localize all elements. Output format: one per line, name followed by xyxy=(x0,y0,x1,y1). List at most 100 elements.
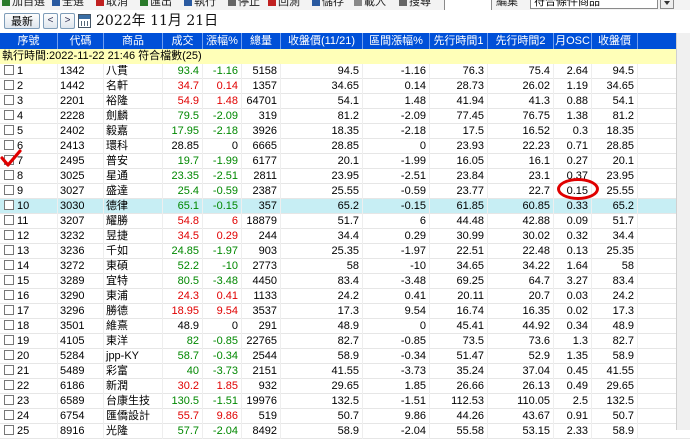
edit-button[interactable]: 編集 xyxy=(496,0,518,8)
col-close-cell: 58.9 xyxy=(592,424,638,439)
col-code-cell: 3030 xyxy=(58,199,104,214)
table-row[interactable]: 11 3207 耀勝 54.8 6 18879 51.7 6 44.48 42.88 0.09 51.… xyxy=(0,214,690,229)
table-row[interactable]: 22 6186 新潤 30.2 1.85 932 29.65 1.85 26.66 26.13 0.… xyxy=(0,379,690,394)
table-row[interactable]: 20 5284 jpp-KY 58.7 -0.34 2544 58.9 -0.34 51.47 5… xyxy=(0,349,690,364)
table-row[interactable]: 13 3236 千如 24.85 -1.97 903 25.35 -1.97 22.51 22.4… xyxy=(0,244,690,259)
table-row[interactable]: 3 2201 裕隆 54.9 1.48 64701 54.1 1.48 41.94 41.3 0.8… xyxy=(0,94,690,109)
table-row[interactable]: 9 3027 盛達 25.4 -0.59 2387 25.55 -0.59 23.77 22.7 0… xyxy=(0,184,690,199)
header-col-lead-time-1[interactable]: 先行時間1 xyxy=(430,33,488,49)
table-row[interactable]: 1 1342 八貫 93.4 -1.16 5158 94.5 -1.16 76.3 75.4 2.6… xyxy=(0,64,690,79)
row-checkbox[interactable] xyxy=(4,260,14,271)
col-range-change-cell: -0.85 xyxy=(363,334,430,349)
header-col-lead-time-2[interactable]: 先行時間2 xyxy=(488,33,554,49)
table-row[interactable]: 8 3025 星通 23.35 -2.51 2811 23.95 -2.51 23.84 23.1… xyxy=(0,169,690,184)
row-checkbox[interactable] xyxy=(4,230,14,241)
toolbar-button-1[interactable]: 全選 xyxy=(52,0,84,8)
col-close-cell: 41.55 xyxy=(592,364,638,379)
row-checkbox[interactable] xyxy=(4,395,14,406)
row-checkbox[interactable] xyxy=(4,290,14,301)
toolbar-button-4[interactable]: 執行 xyxy=(184,0,216,8)
table-row[interactable]: 7 2495 普安 19.7 -1.99 6177 20.1 -1.99 16.05 16.1 0.… xyxy=(0,154,690,169)
prev-date-button[interactable]: < xyxy=(43,13,58,29)
table-row[interactable]: 25 8916 光隆 57.7 -2.04 8492 58.9 -2.04 55.58 53.15… xyxy=(0,424,690,439)
grid-header: 序號 代碼 商品 成交 漲幅% 總量 收盤價(11/21) 區間漲幅% 先行時間1 先行時間2 月O… xyxy=(0,33,690,49)
header-col-volume[interactable]: 總量 xyxy=(242,33,281,49)
col-lead-time-1-cell: 112.53 xyxy=(430,394,488,409)
row-checkbox[interactable] xyxy=(4,320,14,331)
row-checkbox[interactable] xyxy=(4,305,14,316)
col-price-cell: 30.2 xyxy=(163,379,203,394)
row-checkbox[interactable] xyxy=(4,425,14,436)
toolbar-button-3[interactable]: 匯出 xyxy=(140,0,172,8)
condition-select[interactable]: 符合條件商品 xyxy=(530,0,658,9)
table-row[interactable]: 15 3289 宜特 80.5 -3.48 4450 83.4 -3.48 69.25 64.7 3… xyxy=(0,274,690,289)
row-number: 10 xyxy=(17,200,30,212)
table-row[interactable]: 5 2402 毅嘉 17.95 -2.18 3926 18.35 -2.18 17.5 16.52… xyxy=(0,124,690,139)
row-checkbox[interactable] xyxy=(4,95,14,106)
table-row[interactable]: 2 1442 名軒 34.7 0.14 1357 34.65 0.14 28.73 26.02 1.… xyxy=(0,79,690,94)
col-code-cell: 6589 xyxy=(58,394,104,409)
row-checkbox[interactable] xyxy=(4,350,14,361)
toolbar-button-label: 加自選 xyxy=(12,0,45,8)
row-checkbox[interactable] xyxy=(4,140,14,151)
header-col-price[interactable]: 成交 xyxy=(163,33,203,49)
col-volume-cell: 3926 xyxy=(242,124,281,139)
row-checkbox[interactable] xyxy=(4,110,14,121)
row-checkbox[interactable] xyxy=(4,185,14,196)
row-checkbox[interactable] xyxy=(4,335,14,346)
header-col-code[interactable]: 代碼 xyxy=(58,33,104,49)
table-row[interactable]: 4 2228 劍麟 79.5 -2.09 319 81.2 -2.09 77.45 76.75 1.… xyxy=(0,109,690,124)
row-checkbox[interactable] xyxy=(4,245,14,256)
row-checkbox[interactable] xyxy=(4,200,14,211)
next-date-button[interactable]: > xyxy=(60,13,75,29)
row-checkbox[interactable] xyxy=(4,410,14,421)
table-row[interactable]: 10 3030 德律 65.1 -0.15 357 65.2 -0.15 61.85 60.85 0… xyxy=(0,199,690,214)
header-col-range-change[interactable]: 區間漲幅% xyxy=(363,33,430,49)
col-close-date-cell: 24.2 xyxy=(281,289,363,304)
table-row[interactable]: 24 6754 匯僑設計 55.7 9.86 519 50.7 9.86 44.26 43.67 0… xyxy=(0,409,690,424)
table-row[interactable]: 18 3501 維熹 48.9 0 291 48.9 0 45.41 44.92 0.34 48.9 xyxy=(0,319,690,334)
row-checkbox[interactable] xyxy=(4,380,14,391)
table-row[interactable]: 14 3272 東碩 52.2 -10 2773 58 -10 34.65 34.22 1.64 58 xyxy=(0,259,690,274)
calendar-icon[interactable] xyxy=(78,14,91,28)
latest-button[interactable]: 最新 xyxy=(4,13,40,29)
header-col-close[interactable]: 收盤價 xyxy=(592,33,638,49)
toolbar-button-0[interactable]: 加自選 xyxy=(2,0,45,8)
search-combo[interactable] xyxy=(444,0,492,10)
vertical-scrollbar[interactable] xyxy=(676,33,690,430)
row-checkbox[interactable] xyxy=(4,275,14,286)
export-icon xyxy=(140,0,148,7)
col-price-cell: 130.5 xyxy=(163,394,203,409)
row-checkbox[interactable] xyxy=(4,65,14,76)
toolbar-button-7[interactable]: 儲存 xyxy=(312,0,344,8)
table-row[interactable]: 16 3290 東浦 24.3 0.41 1133 24.2 0.41 20.11 20.7 0.0… xyxy=(0,289,690,304)
row-checkbox[interactable] xyxy=(4,80,14,91)
table-row[interactable]: 12 3232 昱捷 34.5 0.29 244 34.4 0.29 30.99 30.02 0.3… xyxy=(0,229,690,244)
header-col-name[interactable]: 商品 xyxy=(104,33,163,49)
date-display[interactable]: 2022年 11月 21日 xyxy=(96,13,219,29)
col-volume-cell: 1357 xyxy=(242,79,281,94)
row-checkbox[interactable] xyxy=(4,125,14,136)
col-lead-time-1-cell: 73.5 xyxy=(430,334,488,349)
row-checkbox[interactable] xyxy=(4,215,14,226)
header-col-close-date[interactable]: 收盤價(11/21) xyxy=(281,33,363,49)
table-row[interactable]: 21 5489 彩富 40 -3.73 2151 41.55 -3.73 35.24 37.04 0… xyxy=(0,364,690,379)
col-volume-cell: 932 xyxy=(242,379,281,394)
chevron-down-icon[interactable] xyxy=(660,0,674,9)
toolbar-button-9[interactable]: 搜尋 xyxy=(399,0,431,8)
table-row[interactable]: 6 2413 環科 28.85 0 6665 28.85 0 23.93 22.23 0.71 28.… xyxy=(0,139,690,154)
col-price-cell: 40 xyxy=(163,364,203,379)
toolbar-button-6[interactable]: 回測 xyxy=(268,0,300,8)
table-row[interactable]: 23 6589 台康生技 130.5 -1.51 19976 132.5 -1.51 112.5… xyxy=(0,394,690,409)
table-row[interactable]: 17 3296 勝德 18.95 9.54 3537 17.3 9.54 16.74 16.35 0… xyxy=(0,304,690,319)
row-checkbox[interactable] xyxy=(4,170,14,181)
toolbar-button-8[interactable]: 載入 xyxy=(354,0,386,8)
table-row[interactable]: 19 4105 東洋 82 -0.85 22765 82.7 -0.85 73.5 73.6 1.3… xyxy=(0,334,690,349)
row-checkbox[interactable] xyxy=(4,365,14,376)
col-change-cell: -1.99 xyxy=(203,154,242,169)
header-col-no[interactable]: 序號 xyxy=(0,33,58,49)
toolbar-button-5[interactable]: 停止 xyxy=(228,0,260,8)
header-col-change[interactable]: 漲幅% xyxy=(203,33,242,49)
toolbar-button-2[interactable]: 取消 xyxy=(96,0,128,8)
header-col-monthly-osc[interactable]: 月OSC xyxy=(554,33,592,49)
